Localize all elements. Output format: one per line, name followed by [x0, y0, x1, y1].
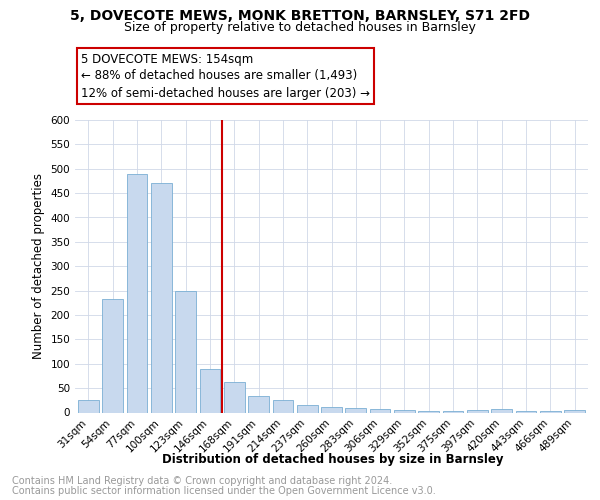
Bar: [151, 184, 172, 412]
Text: Size of property relative to detached houses in Barnsley: Size of property relative to detached ho…: [124, 21, 476, 34]
Text: Distribution of detached houses by size in Barnsley: Distribution of detached houses by size …: [162, 452, 504, 466]
Text: 5, DOVECOTE MEWS, MONK BRETTON, BARNSLEY, S71 2FD: 5, DOVECOTE MEWS, MONK BRETTON, BARNSLEY…: [70, 9, 530, 23]
Bar: [272, 400, 293, 412]
Bar: [127, 174, 148, 412]
Bar: [248, 396, 269, 412]
Bar: [564, 410, 585, 412]
Bar: [418, 410, 439, 412]
Bar: [297, 405, 317, 412]
Bar: [491, 408, 512, 412]
Text: Contains HM Land Registry data © Crown copyright and database right 2024.: Contains HM Land Registry data © Crown c…: [12, 476, 392, 486]
Bar: [103, 299, 123, 412]
Bar: [515, 410, 536, 412]
Bar: [540, 410, 560, 412]
Y-axis label: Number of detached properties: Number of detached properties: [32, 174, 45, 359]
Bar: [224, 382, 245, 412]
Bar: [200, 368, 220, 412]
Bar: [321, 406, 342, 412]
Bar: [467, 410, 488, 412]
Bar: [370, 408, 391, 412]
Bar: [346, 408, 366, 412]
Bar: [394, 410, 415, 412]
Bar: [175, 290, 196, 412]
Bar: [443, 410, 463, 412]
Text: Contains public sector information licensed under the Open Government Licence v3: Contains public sector information licen…: [12, 486, 436, 496]
Bar: [78, 400, 99, 412]
Text: 5 DOVECOTE MEWS: 154sqm
← 88% of detached houses are smaller (1,493)
12% of semi: 5 DOVECOTE MEWS: 154sqm ← 88% of detache…: [81, 52, 370, 100]
